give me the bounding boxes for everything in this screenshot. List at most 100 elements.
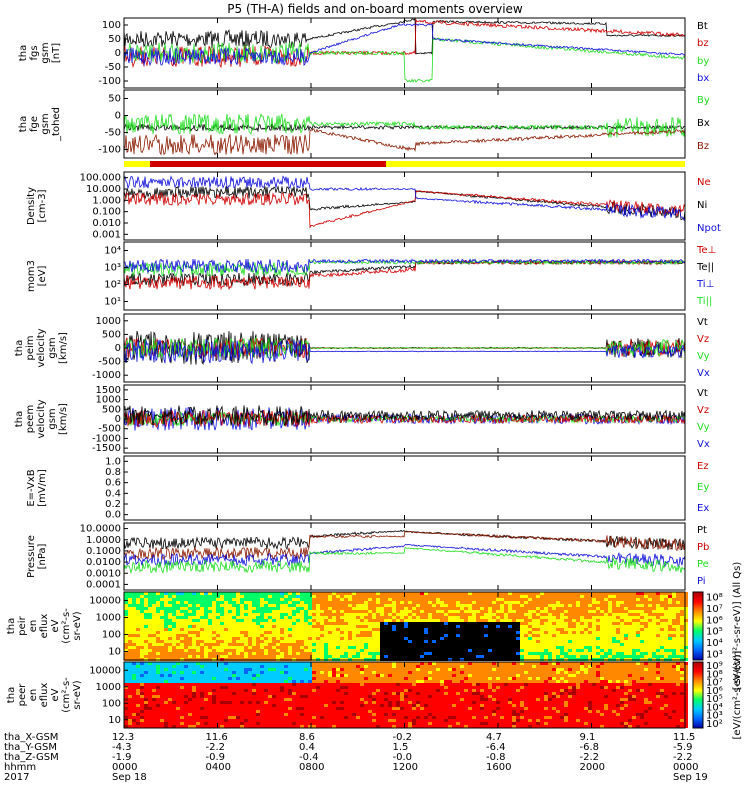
legend-Vz: Vz — [697, 333, 710, 345]
legend-Npot: Npot — [697, 222, 721, 234]
series-4-blue — [123, 338, 686, 365]
axis-tick-value: -0.4 — [299, 752, 319, 763]
series-7-blue — [123, 543, 686, 568]
colorbar-tick: 10⁷ — [706, 678, 723, 689]
axis-tick-value: 4.7 — [486, 732, 502, 743]
axis-tick-value: 0.4 — [299, 742, 315, 753]
ylabel: mom3 — [26, 260, 37, 292]
legend-Pe: Pe — [697, 558, 709, 570]
series-0-green — [123, 37, 686, 84]
ytick-label: 0 — [115, 111, 121, 122]
legend-Bx: Bx — [697, 118, 710, 129]
legend-Ti⊥: Ti⊥ — [697, 278, 715, 290]
ylabel: (cm²-s- — [61, 677, 72, 713]
axis-tick-value: 2000 — [579, 762, 605, 773]
series-1-darkred — [123, 128, 686, 156]
ylabel: [nPa] — [37, 543, 48, 569]
ytick-label: 0.010 — [92, 218, 121, 229]
ylabel: [mV/m] — [37, 469, 48, 507]
ylabel: [nT] — [51, 43, 62, 63]
ytick-label: 100 — [102, 630, 121, 641]
legend-Te||: Te|| — [697, 261, 715, 273]
legend-Vy: Vy — [697, 350, 710, 362]
series-5-black — [123, 405, 686, 426]
spectrogram-9 — [124, 662, 688, 728]
ylabel: [km/s] — [58, 332, 69, 364]
legend-Vx: Vx — [697, 367, 710, 379]
legend-Vt: Vt — [697, 316, 708, 328]
axis-tick-value: 0400 — [205, 762, 231, 773]
axis-tick-value: 11.6 — [205, 732, 228, 743]
legend-Vt: Vt — [697, 387, 708, 399]
axis-tick-value: -0.0 — [392, 752, 413, 763]
ytick-label: 0.1000 — [86, 546, 121, 557]
ylabel: tha — [14, 411, 25, 427]
axis-tick-value: -1.9 — [112, 752, 132, 763]
legend-By: By — [697, 95, 710, 107]
colorbar-tick: 10⁴ — [706, 702, 723, 713]
series-3-black — [123, 259, 686, 287]
ytick-label: 10.0000 — [80, 524, 121, 535]
ytick-label: 1500 — [96, 385, 121, 396]
ylabel: fgs — [29, 45, 40, 60]
colorbar-tick: 10⁹ — [706, 661, 723, 672]
legend-Bt: Bt — [697, 20, 708, 32]
ytick-label: -1500 — [92, 443, 121, 454]
ylabel: gsm — [47, 408, 58, 429]
axis-tick-value: 0000 — [673, 762, 699, 773]
ylabel: fge — [29, 116, 40, 132]
ytick-label: 50 — [108, 94, 121, 105]
ytick-label: -100 — [98, 145, 121, 156]
ytick-label: 0.0 — [105, 510, 121, 521]
ytick-label: -50 — [105, 128, 121, 139]
axis-tick-value: 8.6 — [299, 732, 315, 743]
ylabel: [km/s] — [58, 403, 69, 435]
ytick-label: 1000 — [96, 613, 121, 624]
legend-Pb: Pb — [697, 542, 710, 554]
ylabel: E=-VxB — [26, 469, 37, 506]
ytick-label: 1000 — [96, 316, 121, 327]
ytick-label: 10 — [108, 647, 121, 658]
ylabel: eV — [50, 688, 61, 701]
ylabel: Density — [26, 187, 37, 225]
ytick-label: 10² — [104, 280, 121, 291]
axis-tick-value: -0.2 — [392, 732, 413, 743]
axis-tick-value: 11.5 — [673, 732, 696, 743]
axis-tick-value: -2.2 — [673, 752, 693, 763]
ylabel: velocity — [36, 328, 47, 367]
ytick-label: 10⁴ — [104, 246, 121, 257]
ytick-label: 50 — [108, 34, 121, 45]
colorbar-label: [eV/(cm²-s-sr-eV)] (All Qs) — [732, 562, 743, 691]
ylabel: gsm — [40, 42, 51, 63]
axis-tick-value: -4.3 — [112, 742, 132, 753]
ylabel: peem — [25, 405, 36, 433]
ytick-label: 100 — [102, 20, 121, 31]
colorbar-tick: 10⁸ — [706, 593, 723, 604]
series-7-darkred — [123, 530, 686, 561]
legend-Ne: Ne — [697, 177, 711, 189]
series-3-green — [123, 259, 685, 278]
axis-row-label: 2017 — [4, 772, 30, 783]
colorbar — [692, 661, 704, 729]
ytick-label: 100.000 — [80, 173, 121, 184]
ytick-label: 1000 — [96, 682, 121, 693]
ytick-label: 0 — [115, 343, 121, 354]
ytick-label: 0.0100 — [86, 557, 121, 568]
ytick-label: 0.4 — [105, 488, 121, 499]
ylabel: peir — [17, 615, 28, 635]
legend-Pi: Pi — [697, 575, 706, 587]
colorbar — [692, 591, 704, 661]
ytick-label: 0.100 — [92, 207, 121, 218]
axis-row-label: tha_Y-GSM — [4, 742, 58, 753]
ylabel: tha — [14, 340, 25, 356]
ylabel: (cm²-s- — [61, 608, 72, 644]
ytick-label: 500 — [102, 404, 121, 415]
axis-tick-value: -0.9 — [205, 752, 226, 763]
ytick-label: 0.001 — [92, 229, 121, 240]
legend-Ex: Ex — [697, 503, 710, 515]
ytick-label: 0.6 — [105, 478, 121, 489]
ylabel: tha — [6, 618, 17, 634]
axis-tick-value: Sep 19 — [673, 772, 708, 783]
ylabel: eV — [50, 619, 61, 632]
ylabel: peer — [17, 683, 28, 707]
